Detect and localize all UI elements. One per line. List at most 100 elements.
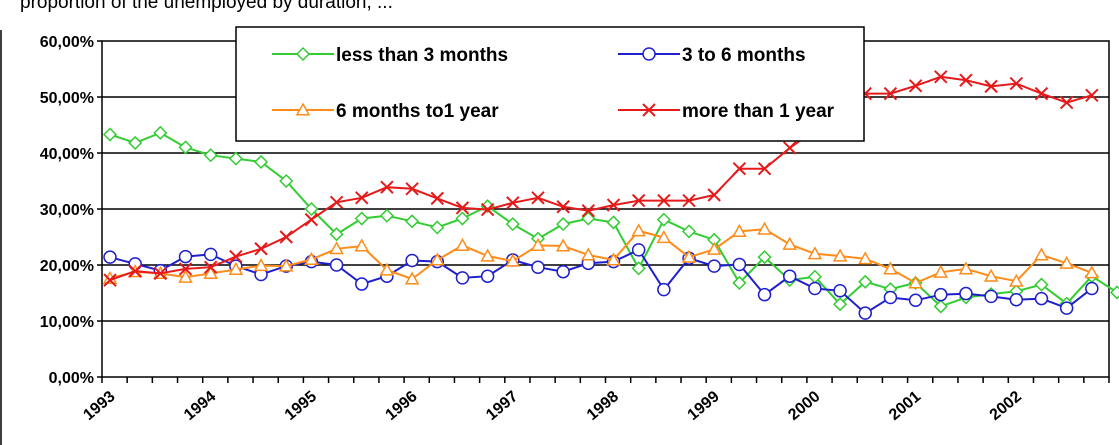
data-point bbox=[304, 251, 319, 265]
data-point bbox=[430, 220, 445, 235]
data-point bbox=[732, 161, 747, 176]
data-point bbox=[295, 46, 311, 62]
data-point bbox=[1009, 273, 1024, 287]
data-point bbox=[681, 224, 697, 239]
data-point bbox=[1009, 76, 1024, 91]
y-tick-label: 0,00% bbox=[49, 370, 94, 387]
data-point bbox=[1059, 301, 1074, 315]
data-point bbox=[631, 223, 646, 237]
x-tick-label: 1996 bbox=[382, 388, 420, 424]
data-point bbox=[455, 271, 470, 285]
x-tick-label: 1993 bbox=[80, 388, 118, 424]
x-tick-label: 1999 bbox=[685, 388, 723, 424]
data-point bbox=[102, 127, 118, 142]
y-tick-label: 20,00% bbox=[40, 258, 94, 275]
data-point bbox=[858, 306, 872, 320]
data-point bbox=[1085, 88, 1099, 103]
data-point bbox=[153, 266, 168, 281]
y-tick-label: 10,00% bbox=[40, 314, 94, 331]
data-point bbox=[933, 264, 949, 278]
data-point bbox=[807, 246, 823, 260]
data-point bbox=[757, 250, 772, 265]
series-m6to1y bbox=[102, 221, 1100, 289]
data-point bbox=[354, 211, 369, 226]
data-point bbox=[556, 200, 570, 214]
data-point bbox=[581, 203, 596, 218]
series-line bbox=[109, 228, 1093, 285]
legend-entry: 3 to 6 months bbox=[618, 45, 806, 66]
data-point bbox=[883, 290, 898, 305]
data-point bbox=[354, 238, 370, 252]
series-less3 bbox=[102, 125, 1119, 314]
series-line bbox=[109, 248, 1093, 315]
data-point bbox=[556, 264, 570, 279]
data-point bbox=[657, 282, 671, 297]
data-point bbox=[379, 262, 395, 276]
data-point bbox=[1059, 255, 1074, 269]
data-point bbox=[631, 261, 646, 276]
data-point bbox=[555, 238, 571, 252]
data-point bbox=[506, 196, 520, 210]
data-point bbox=[808, 281, 822, 296]
data-point bbox=[355, 277, 369, 291]
x-tick-label: 2002 bbox=[987, 388, 1025, 424]
data-point bbox=[279, 173, 294, 189]
data-point bbox=[178, 262, 193, 276]
series-more1y bbox=[103, 70, 1099, 287]
data-point bbox=[732, 275, 747, 290]
legend-entry: less than 3 months bbox=[272, 45, 508, 66]
x-tick-label: 1998 bbox=[584, 388, 622, 424]
data-point bbox=[656, 212, 671, 227]
data-point bbox=[531, 191, 545, 205]
x-tick-label: 2001 bbox=[886, 388, 924, 424]
data-point bbox=[757, 287, 772, 302]
data-point bbox=[934, 287, 948, 302]
data-point bbox=[783, 141, 797, 155]
data-point bbox=[430, 191, 444, 206]
legend-label: more than 1 year bbox=[682, 101, 835, 122]
data-point bbox=[934, 70, 948, 84]
series-m3to6 bbox=[103, 243, 1099, 320]
legend-entry: 6 months to1 year bbox=[272, 101, 499, 122]
data-point bbox=[253, 154, 269, 170]
data-point bbox=[405, 253, 419, 268]
legend-box bbox=[235, 26, 865, 142]
data-point bbox=[253, 258, 269, 272]
data-point bbox=[581, 247, 596, 261]
y-tick-label: 50,00% bbox=[40, 90, 94, 107]
data-point bbox=[329, 227, 344, 242]
data-point bbox=[355, 191, 369, 205]
y-tick-label: 60,00% bbox=[40, 34, 94, 51]
data-point bbox=[228, 151, 243, 166]
data-point bbox=[505, 217, 520, 232]
data-point bbox=[908, 79, 923, 93]
data-point bbox=[642, 47, 656, 61]
data-point bbox=[1059, 95, 1074, 110]
data-point bbox=[1034, 277, 1049, 292]
data-point bbox=[380, 180, 394, 194]
legend-label: 6 months to1 year bbox=[336, 101, 499, 122]
data-point bbox=[329, 258, 344, 272]
data-point bbox=[128, 264, 142, 278]
data-point bbox=[681, 249, 697, 263]
x-tick-label: 1994 bbox=[181, 388, 219, 424]
data-point bbox=[833, 284, 847, 298]
data-point bbox=[304, 212, 319, 227]
data-point bbox=[984, 289, 998, 304]
data-point bbox=[203, 148, 218, 163]
data-point bbox=[505, 253, 521, 267]
data-point bbox=[128, 135, 143, 150]
data-point bbox=[984, 79, 998, 94]
data-point bbox=[908, 275, 923, 289]
data-point bbox=[455, 211, 470, 226]
data-point bbox=[606, 252, 621, 266]
legend: less than 3 months 3 to 6 months 6 months … bbox=[235, 26, 865, 142]
data-point bbox=[405, 182, 419, 196]
data-point bbox=[958, 261, 974, 275]
data-point bbox=[178, 269, 193, 283]
y-tick-label: 30,00% bbox=[40, 202, 94, 219]
data-point bbox=[279, 230, 293, 244]
y-tick-marks bbox=[97, 40, 102, 378]
data-point bbox=[480, 202, 495, 217]
data-point bbox=[480, 269, 495, 283]
